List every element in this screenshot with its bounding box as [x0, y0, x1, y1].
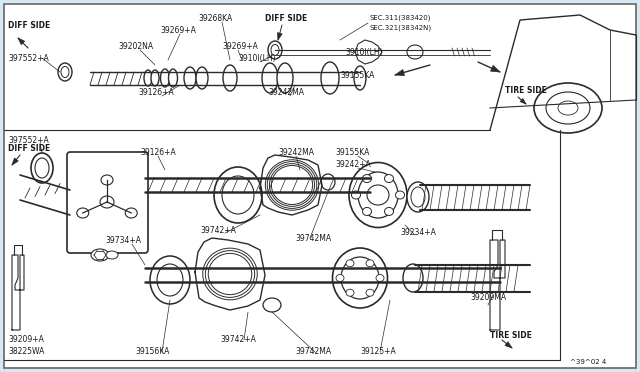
Ellipse shape: [534, 83, 602, 133]
Text: 39242MA: 39242MA: [278, 148, 314, 157]
Ellipse shape: [101, 175, 113, 185]
Text: 39156KA: 39156KA: [135, 347, 170, 356]
Ellipse shape: [403, 264, 423, 292]
Polygon shape: [18, 38, 25, 45]
Polygon shape: [490, 65, 500, 72]
Text: 39242MA: 39242MA: [268, 87, 304, 96]
Ellipse shape: [262, 63, 278, 93]
Ellipse shape: [407, 45, 423, 59]
Ellipse shape: [214, 167, 262, 223]
Ellipse shape: [144, 70, 152, 86]
Polygon shape: [505, 342, 512, 348]
Ellipse shape: [367, 185, 389, 205]
Ellipse shape: [58, 63, 72, 81]
Ellipse shape: [366, 289, 374, 296]
Ellipse shape: [321, 62, 339, 94]
Ellipse shape: [346, 260, 354, 267]
Ellipse shape: [196, 67, 208, 89]
Ellipse shape: [222, 176, 254, 214]
Text: SEC.321(38342N): SEC.321(38342N): [370, 25, 432, 31]
Ellipse shape: [91, 249, 109, 261]
Text: SEC.311(383420): SEC.311(383420): [370, 15, 431, 21]
Ellipse shape: [263, 298, 281, 312]
Text: 39209MA: 39209MA: [470, 294, 506, 302]
Ellipse shape: [31, 153, 53, 183]
Text: 39269+A: 39269+A: [222, 42, 258, 51]
Ellipse shape: [77, 208, 89, 218]
Ellipse shape: [157, 264, 183, 296]
Polygon shape: [277, 33, 282, 40]
Text: DIFF SIDE: DIFF SIDE: [8, 20, 51, 29]
Text: 39126+A: 39126+A: [138, 87, 173, 96]
Ellipse shape: [223, 65, 237, 91]
Ellipse shape: [346, 289, 354, 296]
Ellipse shape: [366, 260, 374, 267]
Text: TIRE SIDE: TIRE SIDE: [505, 86, 547, 94]
Text: 3910I(LH): 3910I(LH): [345, 48, 383, 57]
Text: 39125+A: 39125+A: [360, 347, 396, 356]
Ellipse shape: [407, 182, 429, 212]
Ellipse shape: [333, 248, 387, 308]
Ellipse shape: [100, 196, 114, 208]
Polygon shape: [12, 158, 19, 165]
Ellipse shape: [385, 174, 394, 183]
Text: 39202NA: 39202NA: [118, 42, 153, 51]
Text: 39742MA: 39742MA: [295, 234, 331, 243]
Ellipse shape: [151, 70, 159, 86]
Ellipse shape: [385, 208, 394, 215]
Text: 39242+A: 39242+A: [335, 160, 371, 169]
Ellipse shape: [411, 187, 425, 207]
Ellipse shape: [376, 275, 384, 282]
Text: 39126+A: 39126+A: [140, 148, 176, 157]
Text: DIFF SIDE: DIFF SIDE: [8, 144, 51, 153]
Ellipse shape: [106, 251, 118, 259]
Text: 39742MA: 39742MA: [295, 347, 331, 356]
Ellipse shape: [362, 174, 371, 183]
Text: 3910I(LH): 3910I(LH): [238, 54, 276, 62]
Text: 39742+A: 39742+A: [220, 336, 256, 344]
Text: 39742+A: 39742+A: [200, 225, 236, 234]
Ellipse shape: [396, 191, 404, 199]
Text: 39155KA: 39155KA: [340, 71, 374, 80]
Ellipse shape: [125, 208, 137, 218]
Text: 397552+A: 397552+A: [8, 135, 49, 144]
Text: 39234+A: 39234+A: [400, 228, 436, 237]
Ellipse shape: [341, 257, 379, 299]
Ellipse shape: [161, 69, 170, 87]
Text: ^39^02 4: ^39^02 4: [570, 359, 606, 365]
Ellipse shape: [546, 92, 590, 124]
Ellipse shape: [168, 69, 177, 87]
Text: 38225WA: 38225WA: [8, 347, 44, 356]
Ellipse shape: [354, 66, 366, 90]
Ellipse shape: [362, 208, 371, 215]
Text: TIRE SIDE: TIRE SIDE: [490, 330, 532, 340]
Polygon shape: [520, 99, 526, 104]
Ellipse shape: [271, 45, 279, 55]
Ellipse shape: [61, 67, 69, 77]
Text: 397552+A: 397552+A: [8, 54, 49, 62]
Ellipse shape: [277, 63, 293, 93]
FancyBboxPatch shape: [67, 152, 148, 253]
Ellipse shape: [558, 101, 578, 115]
Ellipse shape: [349, 163, 407, 228]
Text: 39269+A: 39269+A: [160, 26, 196, 35]
Ellipse shape: [351, 191, 360, 199]
Ellipse shape: [321, 174, 335, 190]
Ellipse shape: [184, 67, 196, 89]
Text: DIFF SIDE: DIFF SIDE: [265, 13, 307, 22]
Ellipse shape: [336, 275, 344, 282]
Ellipse shape: [35, 158, 49, 178]
FancyBboxPatch shape: [4, 4, 636, 368]
Polygon shape: [395, 70, 404, 76]
Text: 39734+A: 39734+A: [105, 235, 141, 244]
Text: 39268KA: 39268KA: [198, 13, 232, 22]
Ellipse shape: [268, 41, 282, 59]
Text: 39155KA: 39155KA: [335, 148, 369, 157]
Text: 39209+A: 39209+A: [8, 336, 44, 344]
Ellipse shape: [358, 172, 398, 218]
Ellipse shape: [150, 256, 190, 304]
